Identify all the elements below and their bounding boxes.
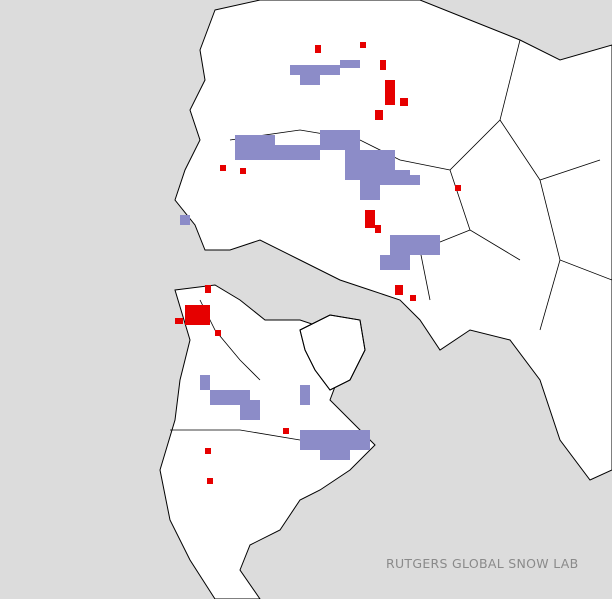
snow-loss-cell (385, 80, 395, 105)
snow-gain-cell (240, 400, 260, 420)
snow-loss-cell (380, 60, 386, 70)
snow-gain-cell (300, 75, 320, 85)
snow-gain-cell (360, 180, 380, 200)
snow-gain-cell (340, 60, 360, 68)
country-borders (170, 39, 612, 441)
snow-loss-cell (375, 110, 383, 120)
snow-loss-cell (283, 428, 289, 434)
snow-loss-cell (375, 225, 381, 233)
snow-loss-cell (315, 45, 321, 53)
snow-gain-cell (320, 130, 360, 150)
snow-loss-cell (175, 318, 183, 324)
snow-loss-cell (240, 168, 246, 174)
snow-gain-cell (290, 65, 340, 75)
snow-gain-cell (270, 145, 320, 160)
snow-gain-cell (380, 255, 410, 270)
credit-label: RUTGERS GLOBAL SNOW LAB (386, 556, 579, 571)
snow-loss-cell (185, 305, 210, 325)
snow-loss-cell (400, 98, 408, 106)
snow-loss-cell (215, 330, 221, 336)
snow-gain-cell (180, 215, 190, 225)
snow-loss-cell (205, 285, 211, 293)
snow-loss-cell (360, 42, 366, 48)
snow-gain-cell (235, 135, 275, 160)
snow-gain-cell (300, 385, 310, 405)
snow-loss-cell (395, 285, 403, 295)
snow-gain-cell (400, 175, 420, 185)
arctic-islands (299, 314, 366, 391)
snow-gain-cell (320, 440, 350, 460)
snow-loss-cell (410, 295, 416, 301)
snow-gain-cell (200, 375, 210, 390)
snow-loss-cell (207, 478, 213, 484)
snow-loss-cell (220, 165, 226, 171)
snow-loss-cell (205, 448, 211, 454)
snow-cells (175, 42, 461, 484)
snow-gain-cell (390, 235, 440, 255)
snow-loss-cell (455, 185, 461, 191)
snow-loss-cell (365, 210, 375, 228)
